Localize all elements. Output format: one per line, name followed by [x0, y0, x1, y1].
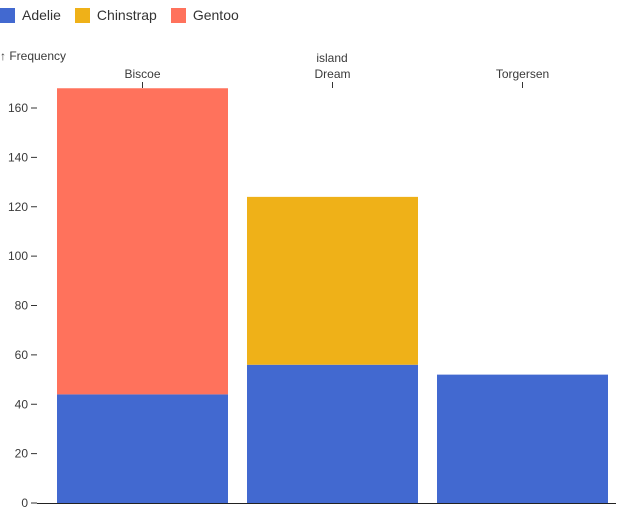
y-tick-label: 60 [15, 348, 29, 362]
y-tick-label: 160 [8, 101, 28, 115]
legend-item-adelie: Adelie [0, 7, 61, 23]
x-tick-label: Biscoe [124, 67, 160, 81]
y-tick-label: 100 [8, 249, 28, 263]
y-tick-label: 20 [15, 447, 29, 461]
legend-item-chinstrap: Chinstrap [74, 7, 157, 23]
y-tick-label: 120 [8, 200, 28, 214]
y-tick-label: 0 [21, 496, 28, 510]
legend-label-adelie: Adelie [22, 7, 61, 23]
legend-item-gentoo: Gentoo [170, 7, 239, 23]
legend-swatch-chinstrap [74, 7, 90, 23]
y-axis-label: ↑ Frequency [0, 49, 66, 63]
x-axis-label: island [316, 51, 347, 65]
bar-dream-adelie [247, 364, 418, 503]
legend: Adelie Chinstrap Gentoo [0, 7, 253, 23]
bar-dream-chinstrap [247, 196, 418, 365]
x-tick-label: Dream [314, 67, 350, 81]
bar-biscoe-gentoo [57, 88, 228, 395]
bar-biscoe-adelie [57, 394, 228, 503]
bar-torgersen-adelie [437, 374, 608, 503]
legend-swatch-adelie [0, 7, 15, 23]
y-tick-label: 140 [8, 150, 28, 164]
y-tick-label: 40 [15, 397, 29, 411]
x-tick-label: Torgersen [496, 67, 549, 81]
legend-label-gentoo: Gentoo [192, 7, 239, 23]
legend-label-chinstrap: Chinstrap [96, 7, 157, 23]
y-tick-label: 80 [15, 299, 29, 313]
legend-swatch-gentoo [170, 7, 186, 23]
